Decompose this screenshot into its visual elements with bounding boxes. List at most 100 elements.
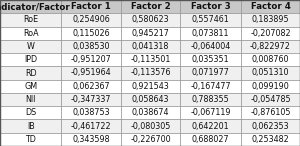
- Bar: [61, 53, 121, 66]
- Text: -0,347337: -0,347337: [71, 95, 112, 104]
- Text: 0,058643: 0,058643: [132, 95, 169, 104]
- Text: 0,688027: 0,688027: [192, 135, 230, 144]
- Bar: [180, 13, 241, 27]
- Text: 0,788355: 0,788355: [192, 95, 230, 104]
- Text: 0,062367: 0,062367: [72, 82, 110, 91]
- Text: W: W: [27, 42, 35, 51]
- Text: Factor 2: Factor 2: [131, 2, 170, 11]
- Text: RoE: RoE: [23, 15, 38, 24]
- Text: GM: GM: [24, 82, 37, 91]
- Text: -0,064004: -0,064004: [190, 42, 231, 51]
- Text: Factor 4: Factor 4: [250, 2, 290, 11]
- Text: RoA: RoA: [23, 29, 39, 38]
- Text: -0,461722: -0,461722: [71, 122, 112, 131]
- Text: DS: DS: [25, 108, 36, 117]
- Text: NII: NII: [26, 95, 36, 104]
- Text: 0,921543: 0,921543: [132, 82, 169, 91]
- Text: -0,951964: -0,951964: [71, 68, 112, 78]
- Text: 0,253482: 0,253482: [252, 135, 289, 144]
- Text: 0,580623: 0,580623: [132, 15, 169, 24]
- Bar: [121, 13, 180, 27]
- Bar: [121, 106, 180, 119]
- Bar: [241, 66, 300, 80]
- Text: 0,062353: 0,062353: [252, 122, 289, 131]
- Text: 0,183895: 0,183895: [252, 15, 289, 24]
- Bar: [241, 106, 300, 119]
- Text: -0,054785: -0,054785: [250, 95, 291, 104]
- Text: 0,557461: 0,557461: [192, 15, 230, 24]
- Text: 0,115026: 0,115026: [72, 29, 110, 38]
- Text: -0,080305: -0,080305: [130, 122, 171, 131]
- Text: IB: IB: [27, 122, 34, 131]
- Bar: [0, 13, 61, 27]
- Text: 0,343598: 0,343598: [72, 135, 110, 144]
- Text: 0,041318: 0,041318: [132, 42, 169, 51]
- Bar: [180, 53, 241, 66]
- Text: -0,822972: -0,822972: [250, 42, 291, 51]
- Text: 0,038753: 0,038753: [72, 108, 110, 117]
- Bar: [241, 119, 300, 133]
- Bar: [121, 66, 180, 80]
- Bar: [61, 13, 121, 27]
- Bar: [180, 27, 241, 40]
- Text: -0,067119: -0,067119: [190, 108, 231, 117]
- Bar: [241, 13, 300, 27]
- Bar: [0, 27, 61, 40]
- Bar: [180, 80, 241, 93]
- Bar: [121, 119, 180, 133]
- Text: 0,008760: 0,008760: [252, 55, 289, 64]
- Bar: [121, 80, 180, 93]
- Bar: [61, 119, 121, 133]
- Text: RD: RD: [25, 68, 37, 78]
- Text: Factor 3: Factor 3: [191, 2, 230, 11]
- Bar: [180, 119, 241, 133]
- Text: -0,207082: -0,207082: [250, 29, 291, 38]
- Text: 0,073811: 0,073811: [192, 29, 230, 38]
- Bar: [61, 0, 121, 13]
- Bar: [0, 53, 61, 66]
- Bar: [0, 0, 61, 13]
- Bar: [61, 27, 121, 40]
- Text: -0,951207: -0,951207: [71, 55, 112, 64]
- Bar: [0, 119, 61, 133]
- Bar: [61, 80, 121, 93]
- Bar: [121, 53, 180, 66]
- Text: 0,254906: 0,254906: [72, 15, 110, 24]
- Text: 0,099190: 0,099190: [252, 82, 289, 91]
- Bar: [241, 133, 300, 146]
- Text: 0,642201: 0,642201: [192, 122, 230, 131]
- Bar: [180, 93, 241, 106]
- Bar: [241, 93, 300, 106]
- Text: 0,038674: 0,038674: [132, 108, 169, 117]
- Bar: [180, 66, 241, 80]
- Bar: [180, 40, 241, 53]
- Bar: [61, 93, 121, 106]
- Bar: [0, 93, 61, 106]
- Bar: [241, 0, 300, 13]
- Bar: [180, 133, 241, 146]
- Bar: [121, 27, 180, 40]
- Text: 0,071977: 0,071977: [192, 68, 230, 78]
- Bar: [180, 106, 241, 119]
- Bar: [121, 0, 180, 13]
- Text: -0,113576: -0,113576: [130, 68, 171, 78]
- Bar: [241, 40, 300, 53]
- Text: 0,051310: 0,051310: [252, 68, 289, 78]
- Bar: [241, 80, 300, 93]
- Bar: [121, 133, 180, 146]
- Text: -0,876105: -0,876105: [250, 108, 291, 117]
- Text: 0,038530: 0,038530: [73, 42, 110, 51]
- Bar: [180, 0, 241, 13]
- Bar: [61, 106, 121, 119]
- Text: 0,035351: 0,035351: [192, 55, 230, 64]
- Text: TD: TD: [25, 135, 36, 144]
- Bar: [0, 66, 61, 80]
- Bar: [61, 40, 121, 53]
- Bar: [61, 133, 121, 146]
- Bar: [61, 66, 121, 80]
- Bar: [121, 93, 180, 106]
- Text: -0,113501: -0,113501: [130, 55, 171, 64]
- Bar: [0, 106, 61, 119]
- Text: -0,226700: -0,226700: [130, 135, 171, 144]
- Bar: [0, 133, 61, 146]
